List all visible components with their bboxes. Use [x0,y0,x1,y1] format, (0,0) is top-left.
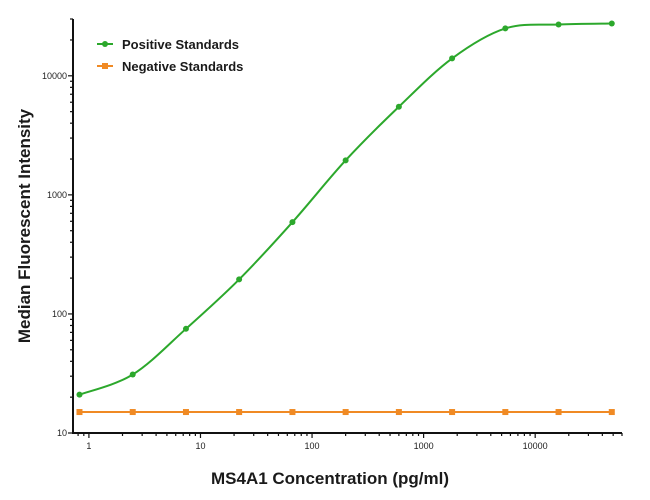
x-tick-label: 1000 [414,441,434,451]
positive-standards-point [129,371,136,378]
positive-standards-point [342,157,349,164]
positive-standards-line [79,22,612,396]
y-tick-label: 100 [52,309,67,319]
negative-standards-point [395,409,402,416]
negative-standards-point [236,409,243,416]
y-tick-label: 1000 [47,190,67,200]
axes: 10 100 1000 10000 1 10 100 1000 10000 [42,18,623,451]
positive-standards-point [449,55,456,62]
y-axis-title: Median Fluorescent Intensity [15,108,34,343]
y-tick-label: 10000 [42,71,67,81]
negative-standards-point [76,409,83,416]
legend-marker-positive-standards [102,41,108,47]
y-tick-label: 10 [57,428,67,438]
series-layer [76,20,615,416]
positive-standards-point [182,325,189,332]
legend-label-positive-standards: Positive Standards [122,37,239,52]
positive-standards-point [608,20,615,27]
legend-marker-negative-standards [102,63,108,69]
positive-standards-point [502,25,509,32]
negative-standards-point [182,409,189,416]
positive-standards-point [76,391,83,398]
negative-standards-point [608,409,615,416]
negative-standards-point [129,409,136,416]
positive-standards-point [395,103,402,110]
negative-standards-point [342,409,349,416]
positive-standards-point [236,276,243,283]
x-tick-label: 1 [86,441,91,451]
positive-standards-point [555,21,562,28]
legend: Positive Standards Negative Standards [97,37,243,74]
x-tick-label: 100 [305,441,320,451]
negative-standards-point [449,409,456,416]
negative-standards-point [555,409,562,416]
legend-label-negative-standards: Negative Standards [122,59,243,74]
x-axis-title: MS4A1 Concentration (pg/ml) [211,469,449,488]
negative-standards-point [289,409,296,416]
x-tick-label: 10 [195,441,205,451]
x-tick-label: 10000 [523,441,548,451]
positive-standards-point [289,219,296,226]
negative-standards-point [502,409,509,416]
